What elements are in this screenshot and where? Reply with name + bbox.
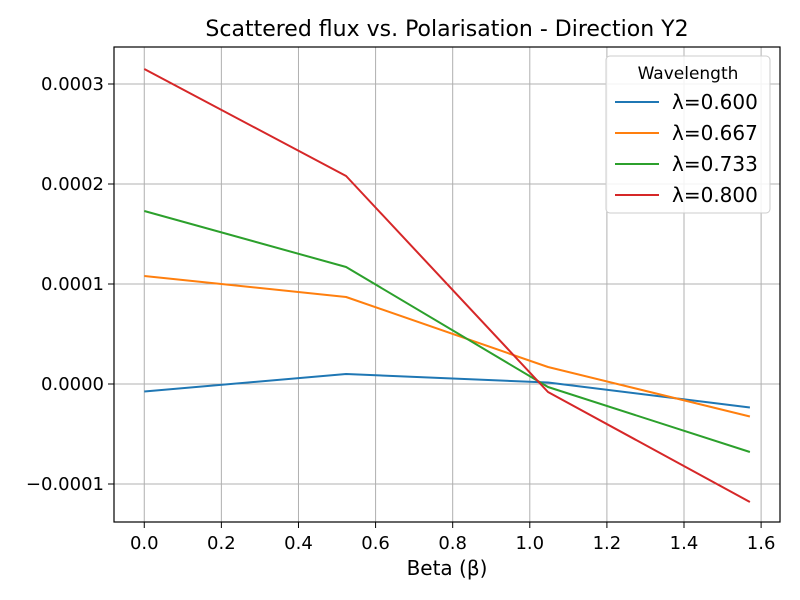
x-tick-label: 0.6	[361, 533, 390, 554]
legend-box	[605, 55, 771, 214]
y-tick-label: 0.0001	[41, 274, 104, 295]
legend-title: Wavelength	[638, 64, 739, 84]
y-axis-ticks: −0.0001 0.0000 0.0001 0.0002 0.0003	[26, 74, 114, 495]
x-tick-label: 0.4	[284, 533, 313, 554]
legend-label-1: λ=0.600	[672, 90, 758, 114]
x-axis-ticks: 0.0 0.2 0.4 0.6 0.8 1.0 1.2 1.4 1.6	[130, 522, 775, 554]
x-tick-label: 1.0	[515, 533, 544, 554]
series-line-4	[143, 68, 751, 503]
y-tick-label: 0.0003	[41, 74, 104, 95]
legend-label-3: λ=0.733	[672, 152, 758, 176]
x-tick-label: 0.2	[207, 533, 236, 554]
y-tick-label: 0.0000	[41, 374, 104, 395]
series-line-1	[144, 373, 751, 409]
y-tick-label: 0.0002	[41, 174, 104, 195]
legend-label-4: λ=0.800	[672, 183, 758, 207]
legend-label-2: λ=0.667	[672, 121, 758, 145]
x-tick-label: 1.2	[593, 533, 622, 554]
series-line-3	[144, 210, 751, 453]
x-axis-label: Beta (β)	[407, 556, 488, 580]
y-tick-label: −0.0001	[26, 474, 104, 495]
x-tick-label: 0.8	[438, 533, 467, 554]
x-tick-label: 0.0	[130, 533, 159, 554]
series-lines	[143, 68, 751, 503]
x-tick-label: 1.4	[670, 533, 699, 554]
x-tick-label: 1.6	[747, 533, 776, 554]
chart-title: Scattered flux vs. Polarisation - Direct…	[205, 17, 688, 42]
legend-items: λ=0.600 λ=0.667 λ=0.733 λ=0.800	[615, 90, 758, 207]
legend: Wavelength λ=0.600 λ=0.667 λ=0.733 λ=0.800	[605, 55, 771, 214]
series-line-2	[144, 275, 751, 418]
